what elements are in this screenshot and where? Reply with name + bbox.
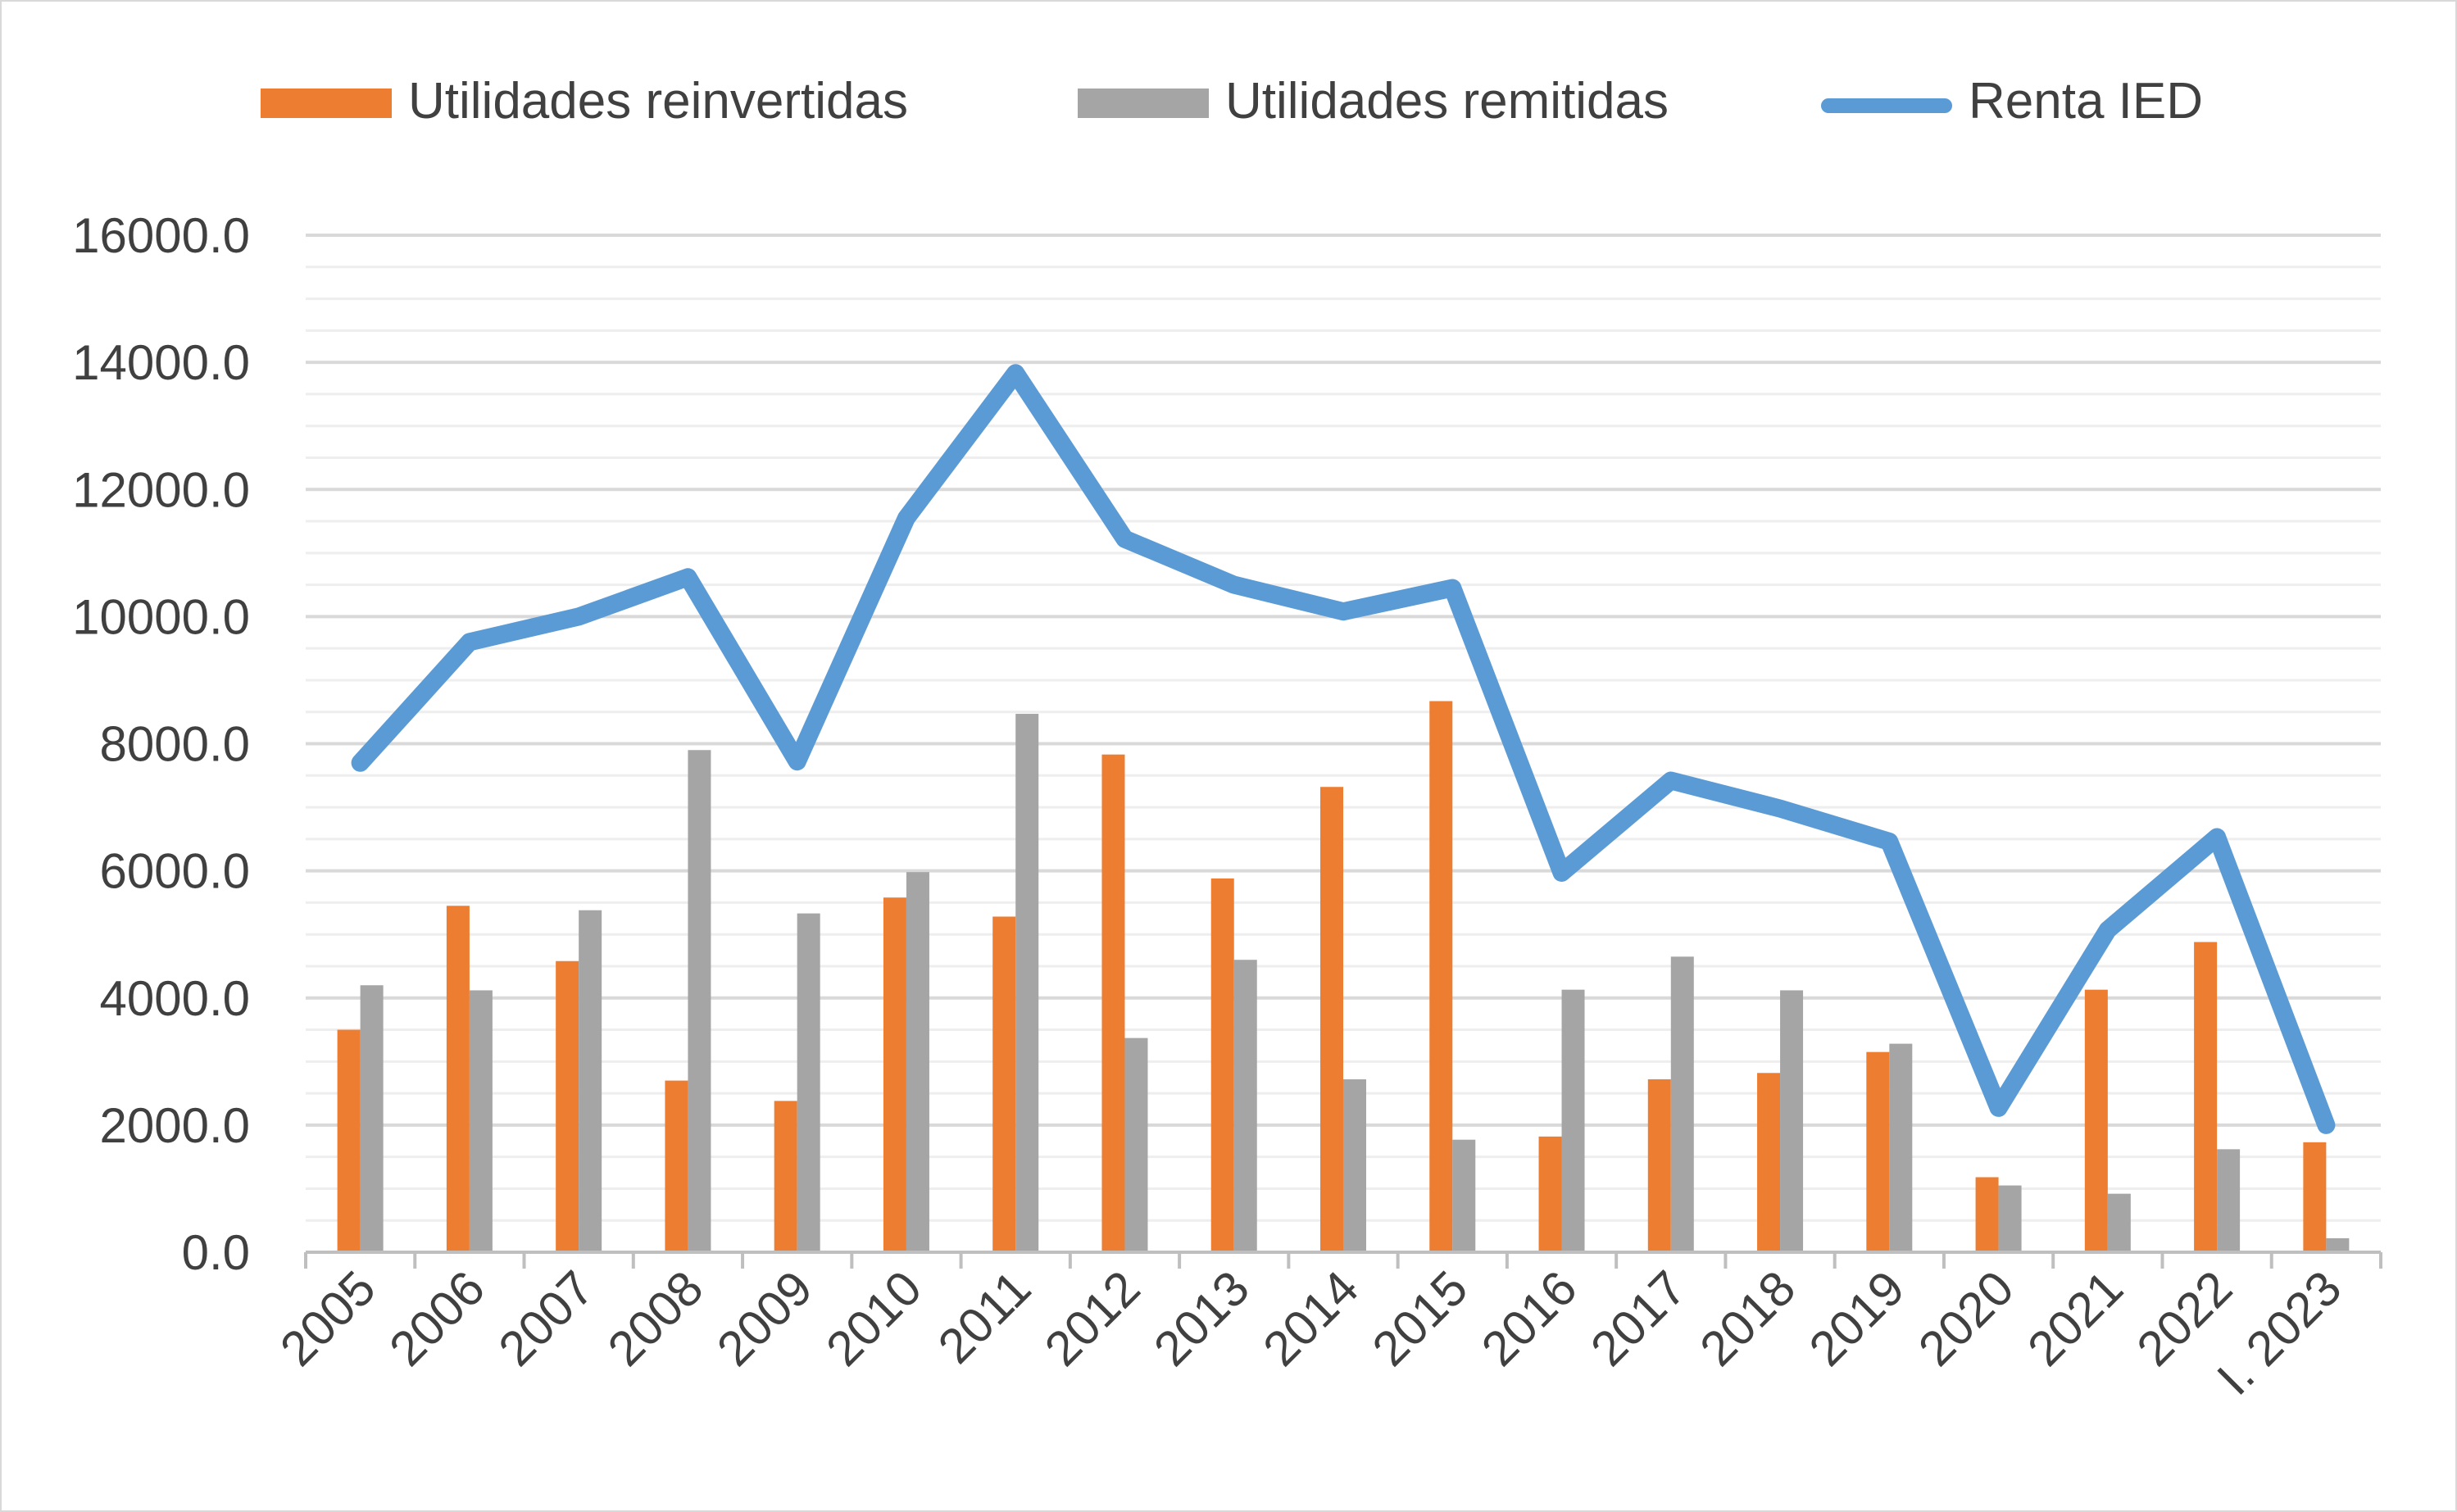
bar-remitted bbox=[1124, 1038, 1148, 1252]
x-tick-label: 2012 bbox=[1034, 1260, 1151, 1377]
legend-label-remitted: Utilidades remitidas bbox=[1225, 73, 1669, 129]
x-tick-label: 2018 bbox=[1689, 1260, 1805, 1377]
bar-remitted bbox=[1780, 990, 1804, 1252]
bar-remitted bbox=[2326, 1237, 2350, 1252]
renta-ied-point bbox=[905, 517, 907, 520]
renta-line-layer bbox=[351, 364, 2336, 1134]
bar-reinvested bbox=[665, 1080, 688, 1252]
renta-ied-point bbox=[1669, 779, 1672, 782]
bar-reinvested bbox=[883, 897, 906, 1252]
x-tick-label: 2009 bbox=[706, 1260, 823, 1377]
bar-remitted bbox=[469, 990, 493, 1252]
x-tick-label: 2016 bbox=[1471, 1260, 1587, 1377]
y-tick-label: 0.0 bbox=[182, 1225, 250, 1280]
renta-ied-point bbox=[1124, 538, 1126, 540]
x-axis bbox=[304, 1251, 2382, 1269]
x-tick-label: 2019 bbox=[1799, 1260, 1915, 1377]
y-tick-label: 2000.0 bbox=[99, 1098, 250, 1153]
bar-reinvested bbox=[774, 1101, 797, 1252]
y-tick-label: 8000.0 bbox=[99, 717, 250, 772]
bar-reinvested bbox=[992, 916, 1016, 1252]
renta-ied-point bbox=[359, 761, 361, 764]
bar-reinvested bbox=[2303, 1142, 2327, 1252]
bar-reinvested bbox=[1975, 1177, 1999, 1252]
renta-ied-point bbox=[687, 576, 689, 579]
bar-remitted bbox=[2107, 1193, 2131, 1252]
legend-swatch-renta bbox=[1821, 98, 1952, 113]
y-tick-label: 16000.0 bbox=[72, 208, 250, 263]
bar-remitted bbox=[1670, 956, 1694, 1252]
y-tick-label: 14000.0 bbox=[72, 335, 250, 390]
bar-reinvested bbox=[446, 906, 470, 1252]
x-tick-label: 2007 bbox=[488, 1260, 605, 1377]
x-tick-label: 2010 bbox=[815, 1260, 932, 1377]
bar-remitted bbox=[1998, 1185, 2022, 1252]
x-tick-label: 2011 bbox=[928, 1260, 1042, 1374]
y-tick-label: 4000.0 bbox=[99, 971, 250, 1026]
bar-reinvested bbox=[2084, 989, 2108, 1252]
x-axis-ticks: 2005200620072008200920102011201220132014… bbox=[270, 1260, 2352, 1405]
bar-remitted bbox=[1561, 989, 1585, 1252]
bar-reinvested bbox=[1320, 787, 1343, 1252]
renta-ied-point bbox=[1015, 372, 1017, 375]
bar-reinvested bbox=[1757, 1073, 1781, 1252]
y-axis-ticks: 0.0 2000.0 4000.0 6000.0 8000.0 10000.0 12000.… bbox=[72, 208, 250, 1280]
y-tick-label: 6000.0 bbox=[99, 844, 250, 899]
renta-ied-point bbox=[1451, 587, 1454, 589]
bar-reinvested bbox=[1101, 754, 1125, 1252]
renta-ied-point bbox=[468, 641, 470, 643]
renta-ied-point bbox=[2106, 929, 2109, 931]
x-tick-label: 2013 bbox=[1143, 1260, 1260, 1377]
renta-ied-point bbox=[2216, 836, 2219, 838]
x-tick-label: 2021 bbox=[2017, 1260, 2133, 1377]
bar-reinvested bbox=[1866, 1051, 1890, 1252]
bar-reinvested bbox=[337, 1029, 361, 1252]
bar-remitted bbox=[1015, 714, 1039, 1252]
x-tick-label: 2015 bbox=[1362, 1260, 1478, 1377]
bar-reinvested bbox=[1647, 1079, 1671, 1252]
legend-swatch-remitted bbox=[1078, 89, 1209, 118]
bar-reinvested bbox=[556, 960, 579, 1252]
bars bbox=[337, 701, 2350, 1252]
bar-remitted bbox=[1452, 1139, 1476, 1252]
bar-remitted bbox=[797, 913, 820, 1252]
renta-ied-point bbox=[796, 761, 798, 763]
renta-ied-point bbox=[1997, 1106, 2000, 1109]
x-tick-label: 2020 bbox=[1908, 1260, 2024, 1377]
legend: Utilidades reinvertidas Utilidades remit… bbox=[0, 69, 2457, 134]
bar-reinvested bbox=[1210, 878, 1234, 1252]
legend-swatch-reinvested bbox=[261, 89, 392, 118]
bar-reinvested bbox=[1429, 701, 1453, 1252]
renta-ied-point bbox=[2325, 1124, 2328, 1126]
x-tick-label: 2017 bbox=[1580, 1260, 1696, 1377]
renta-ied-point bbox=[1342, 611, 1344, 613]
x-tick-label: 2005 bbox=[270, 1260, 386, 1377]
y-tick-label: 12000.0 bbox=[72, 462, 250, 517]
renta-ied-point bbox=[578, 615, 580, 618]
bar-remitted bbox=[1343, 1079, 1366, 1252]
renta-ied-point bbox=[1560, 871, 1563, 874]
legend-label-renta: Renta IED bbox=[1969, 73, 2204, 129]
bar-remitted bbox=[906, 872, 929, 1252]
x-tick-label: 2014 bbox=[1252, 1260, 1369, 1377]
renta-ied-point bbox=[1233, 583, 1235, 586]
bar-remitted bbox=[1889, 1043, 1913, 1252]
x-tick-label: 2006 bbox=[379, 1260, 495, 1377]
x-tick-label: I. 2023 bbox=[2206, 1260, 2351, 1405]
legend-label-reinvested: Utilidades reinvertidas bbox=[408, 73, 908, 129]
renta-ied-point bbox=[1779, 807, 1782, 810]
bar-remitted bbox=[2217, 1149, 2241, 1252]
bar-reinvested bbox=[1538, 1136, 1562, 1252]
x-tick-label: 2008 bbox=[597, 1260, 714, 1377]
bar-remitted bbox=[1233, 960, 1257, 1252]
bar-reinvested bbox=[2194, 942, 2218, 1252]
bar-remitted bbox=[579, 910, 602, 1252]
renta-ied-point bbox=[1888, 840, 1891, 842]
y-tick-label: 10000.0 bbox=[72, 589, 250, 644]
bar-remitted bbox=[688, 750, 711, 1252]
bar-remitted bbox=[360, 985, 384, 1252]
